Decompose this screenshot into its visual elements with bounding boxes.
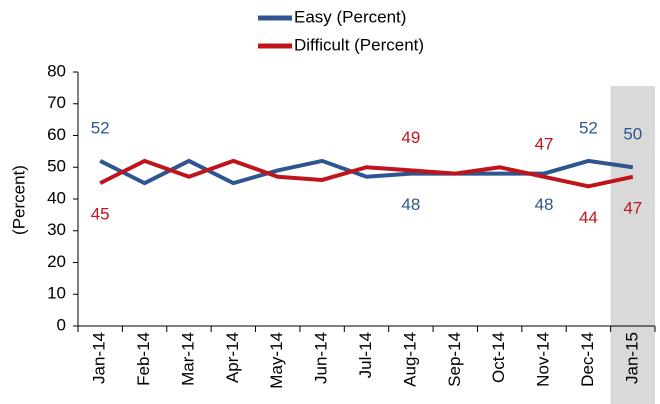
x-tick-label: Nov-14 bbox=[534, 332, 553, 387]
data-label: 45 bbox=[91, 205, 110, 224]
x-tick-label: Mar-14 bbox=[178, 332, 197, 386]
y-tick-label: 60 bbox=[47, 125, 66, 144]
y-tick-label: 80 bbox=[47, 61, 66, 80]
y-axis-label: (Percent) bbox=[9, 165, 28, 235]
highlight-band bbox=[610, 86, 655, 404]
data-label: 44 bbox=[579, 208, 598, 227]
data-label: 49 bbox=[401, 128, 420, 147]
x-tick-label: Jan-15 bbox=[622, 332, 641, 384]
x-tick-label: Apr-14 bbox=[223, 332, 242, 383]
y-tick-label: 30 bbox=[47, 220, 66, 239]
data-label: 50 bbox=[623, 125, 642, 144]
y-tick-label: 50 bbox=[47, 157, 66, 176]
legend-label: Easy (Percent) bbox=[294, 7, 406, 26]
x-tick-label: May-14 bbox=[267, 332, 286, 389]
x-tick-label: Dec-14 bbox=[578, 332, 597, 387]
data-label: 47 bbox=[623, 198, 642, 217]
data-label: 47 bbox=[535, 134, 554, 153]
y-tick-label: 0 bbox=[57, 315, 66, 334]
x-tick-label: Jan-14 bbox=[90, 332, 109, 384]
data-label: 48 bbox=[401, 195, 420, 214]
x-tick-label: Jun-14 bbox=[312, 332, 331, 384]
data-label: 48 bbox=[535, 195, 554, 214]
data-label: 52 bbox=[91, 118, 110, 137]
x-tick-label: Sep-14 bbox=[445, 332, 464, 387]
legend-label: Difficult (Percent) bbox=[294, 35, 424, 54]
y-tick-label: 70 bbox=[47, 93, 66, 112]
data-label: 52 bbox=[579, 118, 598, 137]
x-tick-label: Feb-14 bbox=[134, 332, 153, 386]
y-tick-label: 20 bbox=[47, 252, 66, 271]
series-line bbox=[99, 158, 634, 186]
series-line bbox=[99, 158, 634, 189]
y-tick-label: 10 bbox=[47, 284, 66, 303]
x-tick-label: Oct-14 bbox=[489, 332, 508, 383]
x-tick-label: Aug-14 bbox=[400, 332, 419, 387]
y-tick-label: 40 bbox=[47, 188, 66, 207]
x-tick-label: Jul-14 bbox=[356, 332, 375, 378]
